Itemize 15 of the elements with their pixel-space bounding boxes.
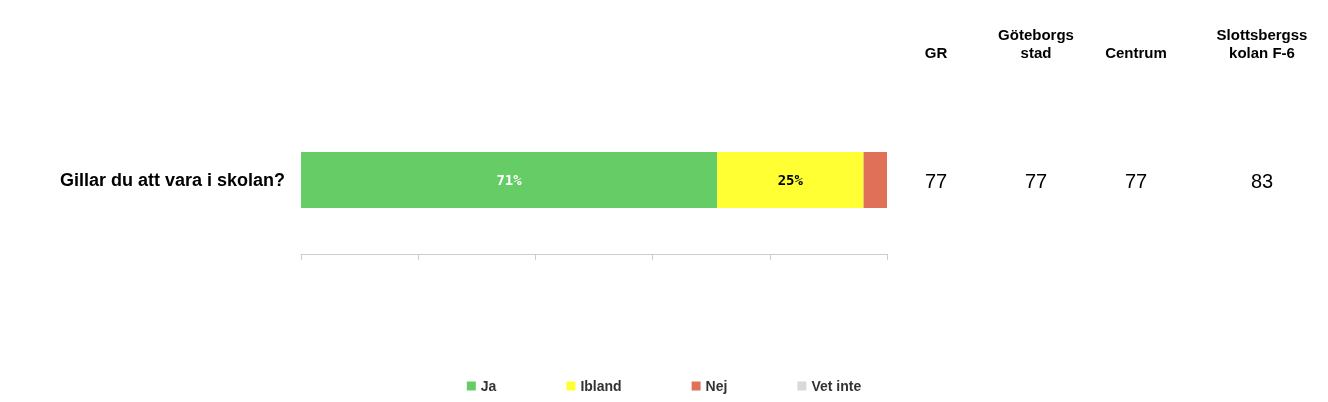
category-label: Slottsbergsskolan F-6 xyxy=(1215,26,1309,62)
legend-label: Nej xyxy=(705,378,728,394)
data-label: 25% xyxy=(777,172,804,188)
legend-label: Vet inte xyxy=(811,378,862,394)
data-label: 77 xyxy=(923,170,949,193)
data-label: 71% xyxy=(496,172,523,188)
data-label: 77 xyxy=(1023,170,1049,193)
category-label: Göteborgs stad xyxy=(997,26,1075,62)
data-label: 77 xyxy=(1123,170,1149,193)
legend-label: Ibland xyxy=(580,378,622,394)
category-label: GR xyxy=(923,44,949,62)
data-label: 83 xyxy=(1249,170,1275,193)
y-tick-label: Gillar du att vara i skolan? xyxy=(59,170,285,190)
legend-label: Ja xyxy=(480,378,497,394)
category-label: Centrum xyxy=(1104,44,1168,62)
